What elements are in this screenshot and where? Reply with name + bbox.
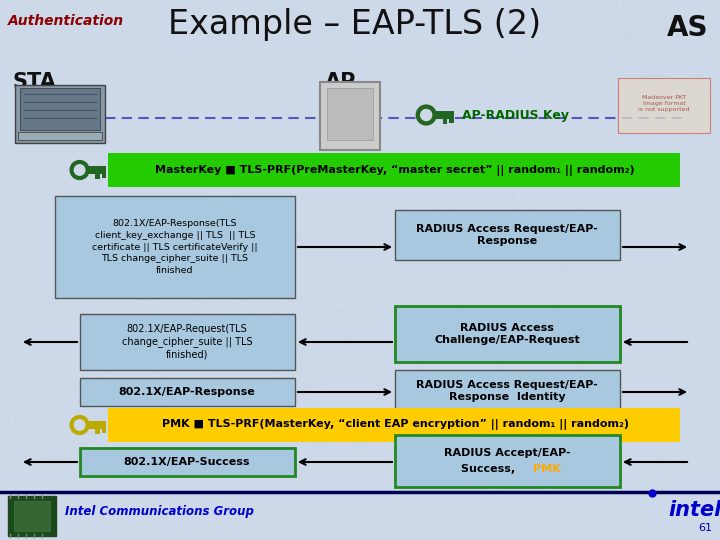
Text: RADIUS Access Request/EAP-
Response: RADIUS Access Request/EAP- Response: [416, 224, 598, 246]
Text: AP-RADIUS Key: AP-RADIUS Key: [462, 109, 569, 122]
Bar: [618, 78, 710, 133]
Text: AS: AS: [667, 14, 708, 42]
Bar: [80, 421, 106, 429]
Bar: [95, 429, 99, 434]
Bar: [8, 496, 56, 536]
Text: 802.1X/EAP-Response(TLS
client_key_exchange || TLS  || TLS
certificate || TLS ce: 802.1X/EAP-Response(TLS client_key_excha…: [92, 219, 258, 275]
Circle shape: [74, 165, 85, 176]
Bar: [395, 210, 620, 260]
Text: Authentication: Authentication: [8, 14, 124, 28]
Bar: [327, 88, 373, 140]
Bar: [395, 370, 620, 412]
Bar: [108, 153, 680, 187]
Text: MasterKey ■ TLS-PRF(PreMasterKey, “master secret” || random₁ || random₂): MasterKey ■ TLS-PRF(PreMasterKey, “maste…: [156, 165, 635, 176]
Text: PMK: PMK: [533, 464, 561, 474]
Bar: [80, 314, 295, 370]
Bar: [20, 88, 100, 130]
Bar: [426, 111, 454, 119]
Bar: [95, 174, 99, 179]
Text: RADIUS Access Request/EAP-
Response  Identity: RADIUS Access Request/EAP- Response Iden…: [416, 380, 598, 402]
Text: 802.1X/EAP-Response: 802.1X/EAP-Response: [119, 387, 256, 397]
Circle shape: [70, 416, 89, 435]
Bar: [80, 448, 295, 476]
Circle shape: [420, 110, 432, 120]
Text: AP: AP: [325, 72, 356, 92]
Bar: [108, 408, 680, 442]
Text: Example – EAP-TLS (2): Example – EAP-TLS (2): [168, 8, 541, 41]
Circle shape: [416, 105, 436, 125]
Bar: [55, 196, 295, 298]
Bar: [320, 82, 380, 150]
Bar: [80, 378, 295, 406]
Bar: [18, 132, 102, 140]
Text: RADIUS Access
Challenge/EAP-Request: RADIUS Access Challenge/EAP-Request: [434, 323, 580, 345]
Bar: [80, 166, 106, 174]
Text: 802.1X/EAP-Success: 802.1X/EAP-Success: [124, 457, 251, 467]
Text: STA: STA: [12, 72, 55, 92]
Bar: [102, 429, 106, 433]
Bar: [15, 85, 105, 143]
Text: Madeover PKT
Image format
is not supported: Madeover PKT Image format is not support…: [638, 95, 690, 112]
Text: 61: 61: [698, 523, 712, 533]
Bar: [443, 119, 447, 124]
Text: Intel Communications Group: Intel Communications Group: [65, 505, 254, 518]
Bar: [449, 119, 454, 123]
Circle shape: [74, 420, 85, 430]
Bar: [395, 306, 620, 362]
Text: 802.1X/EAP-Request(TLS
change_cipher_suite || TLS
finished): 802.1X/EAP-Request(TLS change_cipher_sui…: [122, 324, 252, 360]
Text: Success,: Success,: [461, 464, 519, 474]
Circle shape: [70, 160, 89, 179]
Bar: [102, 174, 106, 178]
Bar: [14, 501, 50, 531]
Bar: [395, 435, 620, 487]
Text: RADIUS Accept/EAP-: RADIUS Accept/EAP-: [444, 448, 570, 458]
Text: PMK ■ TLS-PRF(MasterKey, “client EAP encryption” || random₁ || random₂): PMK ■ TLS-PRF(MasterKey, “client EAP enc…: [161, 420, 629, 430]
Text: intel: intel: [668, 500, 720, 520]
